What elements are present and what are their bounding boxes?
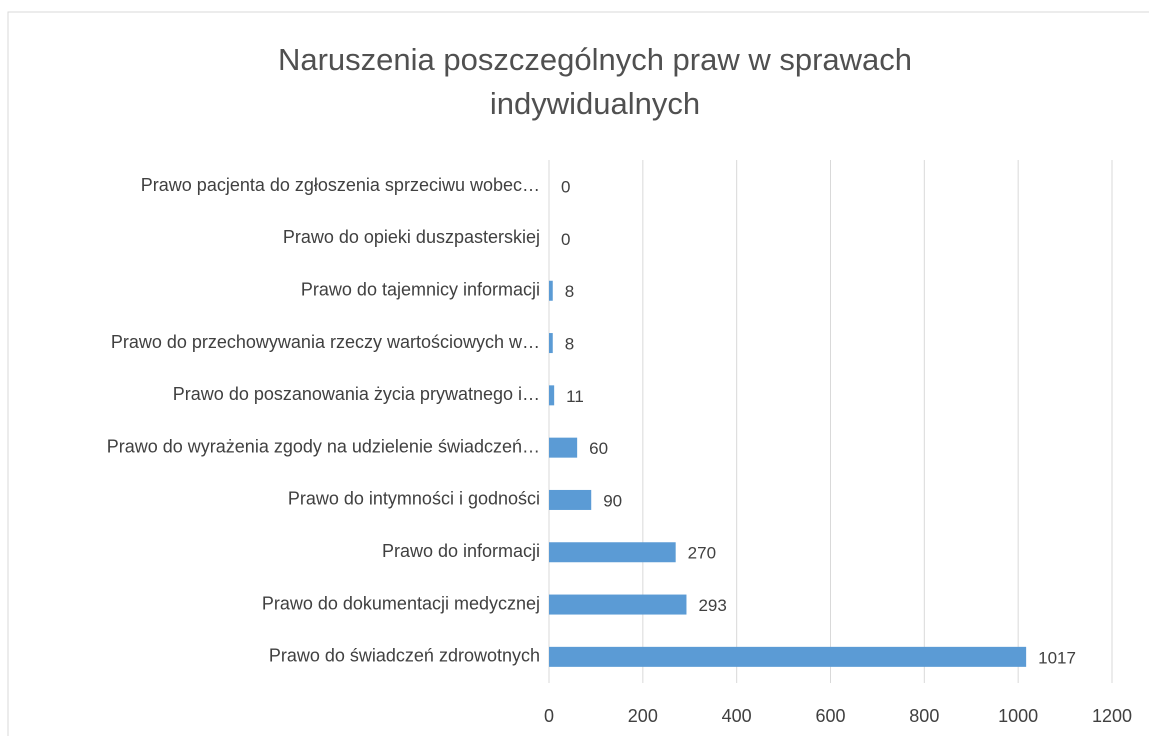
y-tick-label: Prawo do tajemnicy informacji xyxy=(301,280,540,300)
bar xyxy=(549,542,676,563)
bar xyxy=(549,646,1027,667)
bar xyxy=(549,385,555,406)
bar xyxy=(549,594,687,615)
bar xyxy=(549,280,553,301)
value-label: 0 xyxy=(561,178,570,197)
x-tick-label: 800 xyxy=(909,706,939,726)
value-label: 270 xyxy=(688,544,716,563)
value-label: 60 xyxy=(589,439,608,458)
value-label: 11 xyxy=(566,387,584,406)
value-label: 0 xyxy=(561,230,570,249)
x-tick-label: 200 xyxy=(628,706,658,726)
chart-title: Naruszenia poszczególnych praw w sprawac… xyxy=(277,42,913,121)
y-tick-label: Prawo pacjenta do zgłoszenia sprzeciwu w… xyxy=(141,175,540,195)
x-tick-label: 400 xyxy=(722,706,752,726)
x-tick-label: 1200 xyxy=(1092,706,1132,726)
x-tick-label: 1000 xyxy=(998,706,1038,726)
bar xyxy=(549,333,553,354)
value-label: 8 xyxy=(565,282,574,301)
chart-border xyxy=(7,11,1149,736)
value-label: 293 xyxy=(698,596,726,615)
value-label: 1017 xyxy=(1038,648,1076,667)
x-tick-label: 600 xyxy=(815,706,845,726)
y-tick-label: Prawo do intymności i godności xyxy=(288,489,540,509)
y-tick-label: Prawo do poszanowania życia prywatnego i… xyxy=(173,384,540,404)
y-tick-label: Prawo do informacji xyxy=(382,541,540,561)
y-tick-label: Prawo do świadczeń zdrowotnych xyxy=(269,646,540,666)
y-tick-label: Prawo do przechowywania rzeczy wartościo… xyxy=(111,332,540,352)
x-tick-label: 0 xyxy=(544,706,554,726)
value-label: 8 xyxy=(565,335,574,354)
y-tick-label: Prawo do wyrażenia zgody na udzielenie ś… xyxy=(107,436,540,456)
bar xyxy=(549,489,592,510)
y-tick-label: Prawo do dokumentacji medycznej xyxy=(262,593,540,613)
value-label: 90 xyxy=(603,491,622,510)
y-tick-label: Prawo do opieki duszpasterskiej xyxy=(283,227,540,247)
bar xyxy=(549,437,578,458)
